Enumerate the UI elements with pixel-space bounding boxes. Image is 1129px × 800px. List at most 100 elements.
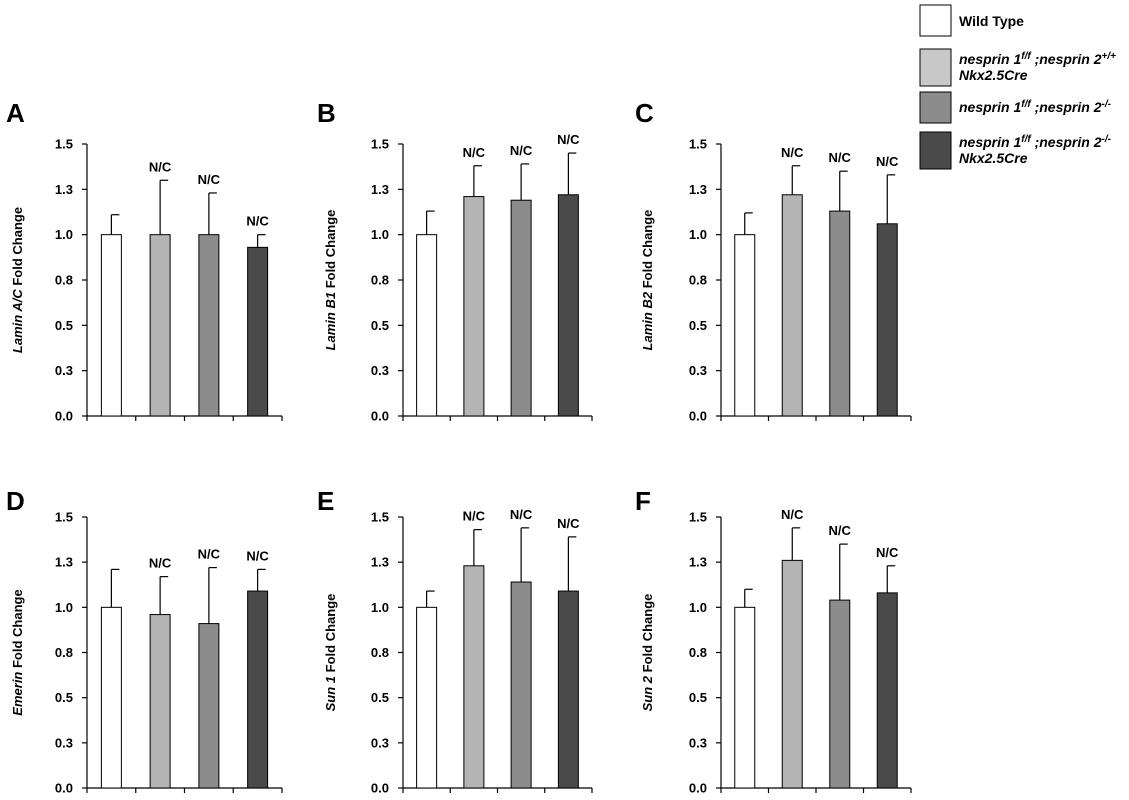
bar bbox=[557, 590, 579, 789]
y-tick-label: 0.0 bbox=[689, 409, 707, 424]
y-tick-label: 0.5 bbox=[371, 690, 389, 705]
y-tick-label: 1.0 bbox=[689, 600, 707, 615]
data-label: N/C bbox=[781, 507, 804, 522]
y-axis-label: Lamin B2 Fold Change bbox=[640, 210, 655, 351]
y-tick-label: 1.3 bbox=[371, 555, 389, 570]
legend-label: nesprin 1f/f ;nesprin 2-/- bbox=[959, 134, 1112, 150]
y-axis-label: Emerin Fold Change bbox=[10, 589, 25, 715]
data-label: N/C bbox=[246, 548, 269, 563]
data-label: N/C bbox=[198, 172, 221, 187]
y-tick-label: 0.8 bbox=[689, 273, 707, 288]
bar bbox=[247, 590, 269, 789]
legend-item: Wild Type bbox=[919, 4, 1024, 37]
legend-item: nesprin 1f/f ;nesprin 2-/- bbox=[919, 91, 1112, 124]
legend-label: nesprin 1f/f ;nesprin 2+/+ bbox=[959, 51, 1116, 67]
bar bbox=[149, 614, 171, 789]
bar bbox=[876, 592, 898, 789]
panel-f: F Sun 2 Fold Change 0.0 0.3 0.5 0.8 1.0 1.3 1.5 N… bbox=[635, 486, 912, 796]
legend-swatch bbox=[919, 48, 952, 87]
bar bbox=[781, 194, 803, 417]
legend-item: nesprin 1f/f ;nesprin 2+/+Nkx2.5Cre bbox=[919, 48, 1116, 87]
panel-b: B Lamin B1 Fold Change 0.0 0.3 0.5 0.8 1.0 1.3 1… bbox=[317, 98, 593, 424]
bar bbox=[198, 234, 220, 417]
y-axis-label: Sun 2 Fold Change bbox=[640, 594, 655, 712]
y-tick-label: 1.0 bbox=[55, 227, 73, 242]
legend-item: nesprin 1f/f ;nesprin 2-/-Nkx2.5Cre bbox=[919, 131, 1112, 170]
legend-label: Wild Type bbox=[959, 13, 1024, 29]
panel-letter: D bbox=[6, 486, 25, 516]
chart-panels: A Lamin A/C Fold Change 0.0 0.3 0.5 0.8 1.0 1.3… bbox=[6, 98, 912, 796]
y-tick-label: 0.5 bbox=[55, 318, 73, 333]
data-label: N/C bbox=[510, 507, 533, 522]
legend-label: Nkx2.5Cre bbox=[959, 150, 1028, 166]
y-tick-label: 0.3 bbox=[371, 735, 389, 750]
legend-swatch bbox=[919, 4, 952, 37]
y-tick-label: 0.0 bbox=[371, 409, 389, 424]
data-label: N/C bbox=[198, 547, 221, 562]
y-tick-label: 0.8 bbox=[371, 645, 389, 660]
y-tick-label: 1.5 bbox=[55, 510, 73, 525]
data-label: N/C bbox=[463, 145, 486, 160]
panel-d: D Emerin Fold Change 0.0 0.3 0.5 0.8 1.0 1.3 1.5… bbox=[6, 486, 283, 796]
y-tick-label: 1.5 bbox=[689, 137, 707, 152]
bar bbox=[100, 606, 122, 789]
data-label: N/C bbox=[149, 556, 172, 571]
y-tick-label: 1.0 bbox=[55, 600, 73, 615]
bar bbox=[198, 623, 220, 789]
data-label: N/C bbox=[781, 145, 804, 160]
y-axis-label: Sun 1 Fold Change bbox=[323, 594, 338, 712]
y-axis-label: Lamin B1 Fold Change bbox=[323, 210, 338, 351]
y-tick-label: 1.3 bbox=[55, 555, 73, 570]
y-tick-label: 1.3 bbox=[689, 182, 707, 197]
data-label: N/C bbox=[246, 214, 269, 229]
bar bbox=[416, 606, 438, 789]
bar bbox=[876, 223, 898, 417]
y-axis-label: Lamin A/C Fold Change bbox=[10, 207, 25, 353]
bar bbox=[510, 581, 532, 789]
data-label: N/C bbox=[557, 516, 580, 531]
bar bbox=[557, 194, 579, 417]
panel-letter: B bbox=[317, 98, 336, 128]
y-tick-label: 0.3 bbox=[689, 735, 707, 750]
bar bbox=[734, 234, 756, 417]
data-label: N/C bbox=[510, 143, 533, 158]
panel-letter: C bbox=[635, 98, 654, 128]
y-tick-label: 1.5 bbox=[371, 510, 389, 525]
panel-letter: E bbox=[317, 486, 334, 516]
y-tick-label: 0.8 bbox=[689, 645, 707, 660]
y-tick-label: 1.5 bbox=[55, 137, 73, 152]
data-label: N/C bbox=[463, 509, 486, 524]
data-label: N/C bbox=[149, 159, 172, 174]
y-tick-label: 0.3 bbox=[371, 363, 389, 378]
y-tick-label: 0.5 bbox=[55, 690, 73, 705]
panel-c: C Lamin B2 Fold Change 0.0 0.3 0.5 0.8 1.0 1.3 1… bbox=[635, 98, 912, 424]
y-tick-label: 0.0 bbox=[55, 409, 73, 424]
bar bbox=[829, 599, 851, 789]
panel-letter: A bbox=[6, 98, 25, 128]
y-tick-label: 1.3 bbox=[371, 182, 389, 197]
y-tick-label: 0.5 bbox=[371, 318, 389, 333]
y-tick-label: 0.8 bbox=[55, 273, 73, 288]
bar bbox=[829, 210, 851, 417]
y-tick-label: 1.0 bbox=[689, 227, 707, 242]
y-tick-label: 0.3 bbox=[689, 363, 707, 378]
y-tick-label: 0.0 bbox=[371, 781, 389, 796]
panel-letter: F bbox=[635, 486, 651, 516]
bar bbox=[781, 559, 803, 789]
bar bbox=[149, 234, 171, 417]
y-tick-label: 1.0 bbox=[371, 227, 389, 242]
legend-label: nesprin 1f/f ;nesprin 2-/- bbox=[959, 99, 1112, 115]
legend-label: Nkx2.5Cre bbox=[959, 67, 1028, 83]
bar bbox=[416, 234, 438, 417]
y-tick-label: 0.8 bbox=[371, 273, 389, 288]
bar bbox=[463, 196, 485, 417]
data-label: N/C bbox=[829, 150, 852, 165]
y-tick-label: 0.8 bbox=[55, 645, 73, 660]
y-tick-label: 0.5 bbox=[689, 690, 707, 705]
y-tick-label: 1.5 bbox=[371, 137, 389, 152]
y-tick-label: 1.3 bbox=[55, 182, 73, 197]
bar bbox=[463, 565, 485, 789]
bar bbox=[100, 234, 122, 417]
